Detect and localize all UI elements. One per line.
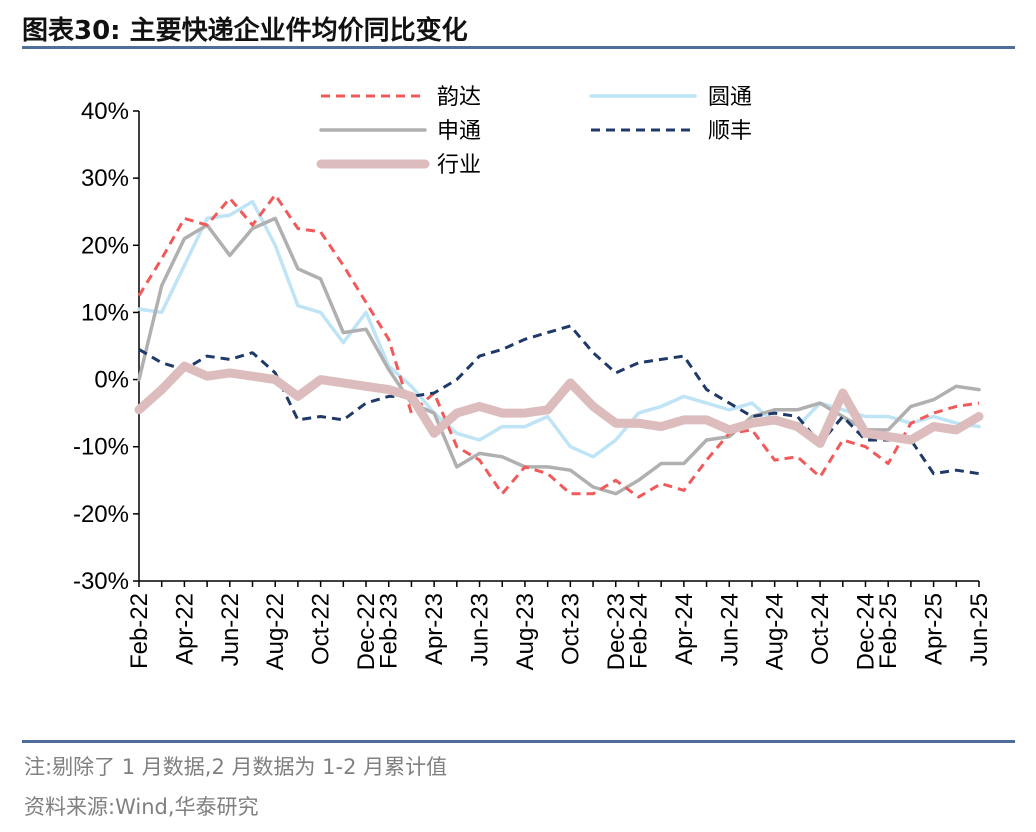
title-rule xyxy=(22,46,1015,49)
figure-title: 图表30: 主要快递企业件均价同比变化 xyxy=(22,16,468,46)
series-line-5 xyxy=(134,361,984,448)
x-tick-label: Apr-22 xyxy=(171,593,198,665)
legend-label: 顺丰 xyxy=(708,119,752,144)
legend-label: 韵达 xyxy=(437,85,481,110)
y-tick-label: 0% xyxy=(94,367,129,394)
x-tick-label: Apr-24 xyxy=(671,593,698,665)
y-tick-label: 20% xyxy=(81,232,129,259)
x-tick-label: Feb-22 xyxy=(126,593,153,669)
x-tick-label: Feb-24 xyxy=(625,593,652,669)
x-tick-label: Feb-23 xyxy=(376,593,403,669)
legend-label: 行业 xyxy=(437,153,481,178)
x-tick-label: Dec-24 xyxy=(852,593,879,670)
footer-rule xyxy=(22,740,1015,743)
x-tick-label: Jun-23 xyxy=(467,593,494,666)
chart-source: 资料来源:Wind,华泰研究 xyxy=(24,795,259,819)
x-tick-label: Oct-22 xyxy=(308,593,335,665)
x-tick-label: Jun-22 xyxy=(217,593,244,666)
y-tick-label: -10% xyxy=(73,434,129,461)
chart-note: 注:剔除了 1 月数据,2 月数据为 1-2 月累计值 xyxy=(24,755,448,779)
y-tick-label: 30% xyxy=(81,165,129,192)
legend-label: 申通 xyxy=(437,119,481,144)
line-chart: -30% -20% -10% 0% 10% 20% 30% 40% Feb-22 Apr-22 Ju… xyxy=(73,85,993,670)
series-line-3 xyxy=(137,216,981,496)
legend-label: 圆通 xyxy=(708,85,752,110)
x-tick-label: Jun-25 xyxy=(966,593,993,666)
x-tick-label: Apr-23 xyxy=(421,593,448,665)
x-tick-label: Aug-22 xyxy=(262,593,289,670)
y-tick-label: -30% xyxy=(73,568,129,595)
x-tick-label: Aug-24 xyxy=(762,593,789,670)
x-tick-label: Oct-24 xyxy=(807,593,834,665)
x-tick-label: Feb-25 xyxy=(875,593,902,669)
y-tick-label: -20% xyxy=(73,501,129,528)
x-tick-label: Aug-23 xyxy=(512,593,539,670)
series-line-1 xyxy=(137,193,980,499)
series-line-4 xyxy=(138,324,980,476)
x-tick-label: Oct-23 xyxy=(557,593,584,665)
x-tick-label: Dec-22 xyxy=(353,593,380,670)
y-tick-label: 10% xyxy=(81,299,129,326)
x-tick-label: Apr-25 xyxy=(921,593,948,665)
y-tick-label: 40% xyxy=(81,98,129,125)
x-tick-label: Dec-23 xyxy=(603,593,630,670)
x-tick-label: Jun-24 xyxy=(716,593,743,666)
